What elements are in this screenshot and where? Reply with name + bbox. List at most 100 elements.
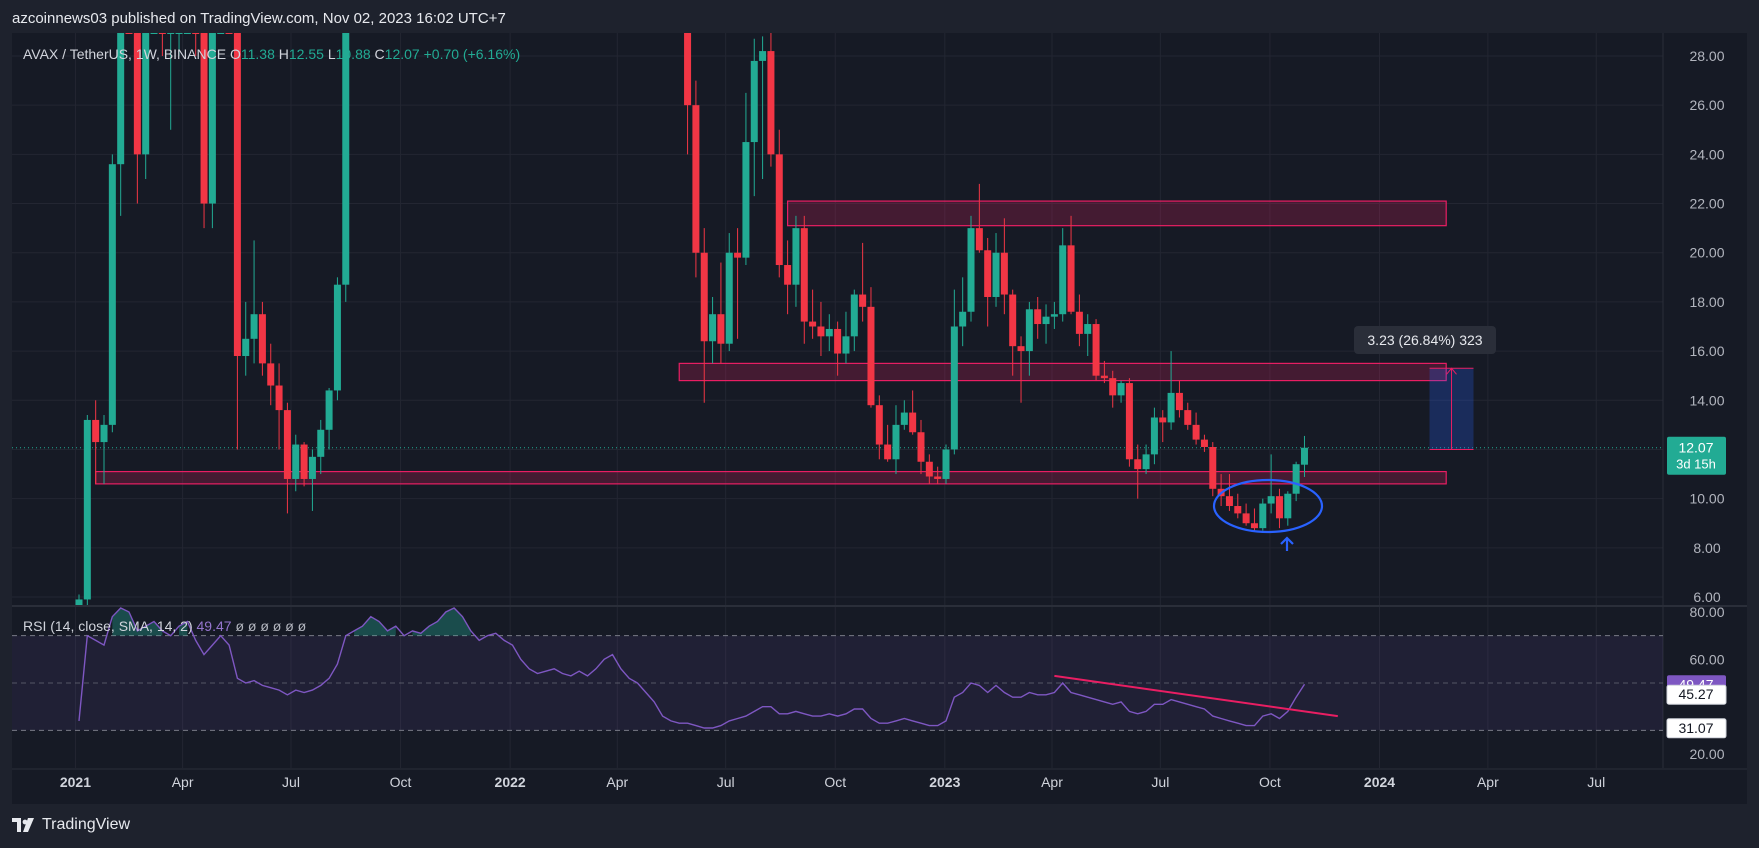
annotations (1212, 478, 1324, 551)
publisher-caption: azcoinnews03 published on TradingView.co… (12, 10, 506, 27)
price-candles (75, 33, 1308, 605)
candle-body (1192, 424, 1200, 440)
countdown-text: 3d 15h (1676, 457, 1716, 472)
grid (12, 33, 1747, 770)
candle-body (825, 328, 833, 337)
candle-body (317, 429, 325, 457)
candle-body (1275, 496, 1283, 519)
rsi-badge (1666, 718, 1727, 739)
candle-body (700, 252, 708, 342)
support-resistance-zones (95, 200, 1447, 485)
x-tick-label: Apr (172, 774, 194, 790)
x-tick-label: Apr (1477, 774, 1499, 790)
candle-body (792, 228, 800, 285)
candle-body (1300, 447, 1308, 465)
candle-body (1159, 417, 1167, 423)
candle-body (1250, 523, 1258, 529)
candle-body (75, 599, 83, 605)
rsi-label[interactable]: RSI (14, close, SMA, 14, 2) (23, 618, 193, 634)
candle-body (1142, 454, 1150, 470)
x-tick-label: Jul (1587, 774, 1605, 790)
tradingview-logo-icon (12, 818, 34, 832)
candle-body (942, 449, 950, 479)
candle-body (717, 314, 725, 344)
candle-body (283, 410, 291, 479)
candle-body (950, 326, 958, 450)
bottom-bar (0, 808, 1759, 848)
candle-body (842, 336, 850, 354)
candle-body (1267, 496, 1275, 504)
x-tick-label: Oct (824, 774, 846, 790)
candle-body (1150, 417, 1158, 455)
close-label: C (374, 46, 385, 62)
candle-body (292, 444, 300, 479)
candle-body (1209, 446, 1217, 489)
candle-body (850, 294, 858, 337)
symbol-legend: AVAX / TetherUS, 1W, BINANCE O11.38 H12.… (23, 46, 520, 62)
candle-body (83, 419, 91, 600)
high-value: 12.55 (288, 46, 324, 62)
zone-rect (787, 200, 1447, 227)
candle-body (892, 424, 900, 460)
candle-body (1259, 503, 1267, 529)
y-tick-label: 10.00 (1689, 491, 1724, 507)
x-tick-label: Jul (282, 774, 300, 790)
candle-body (684, 33, 692, 106)
rsi-legend: RSI (14, close, SMA, 14, 2) 49.47 ø ø ø … (23, 618, 306, 634)
low-value: 10.88 (335, 46, 371, 62)
y-tick-label: 16.00 (1689, 343, 1724, 359)
rsi-badge-text: 31.07 (1678, 720, 1713, 736)
candle-body (1034, 309, 1042, 325)
candle-body (1117, 383, 1125, 396)
y-tick-label: 26.00 (1689, 97, 1724, 113)
candle-body (300, 444, 308, 479)
candle-body (308, 456, 316, 479)
measure-label-box (1354, 326, 1496, 354)
candle-body (142, 33, 150, 155)
candle-body (709, 314, 717, 342)
rsi-overbought-fill (112, 608, 163, 636)
candle-body (342, 33, 350, 285)
candle-body (1234, 506, 1242, 514)
x-tick-label: Jul (1151, 774, 1169, 790)
rsi-overbought-fill (412, 608, 471, 636)
candle-body (217, 33, 225, 34)
candle-body (800, 228, 808, 322)
axes: 28.00 26.00 24.00 22.00 20.00 18.00 16.00 14.00… (60, 48, 1725, 790)
rsi-pane (12, 607, 1663, 731)
candle-body (759, 51, 767, 61)
y-tick-label: 28.00 (1689, 48, 1724, 64)
candle-body (992, 252, 1000, 297)
candle-body (817, 326, 825, 337)
rsi-y-tick-label: 60.00 (1689, 651, 1724, 667)
candle-body (900, 412, 908, 425)
rsi-overbought-fill (354, 616, 396, 636)
candle-body (133, 33, 141, 155)
candle-body (834, 328, 842, 354)
candle-body (100, 424, 108, 443)
candle-body (258, 314, 266, 364)
candle-body (183, 33, 191, 34)
close-value: 12.07 (384, 46, 420, 62)
candle-body (767, 51, 775, 155)
rsi-y-tick-label: 20.00 (1689, 746, 1724, 762)
candle-body (242, 338, 250, 357)
last-price-text: 12.07 (1678, 440, 1713, 456)
candle-body (917, 432, 925, 462)
tradingview-brand[interactable]: TradingView (12, 816, 130, 834)
price-range-measure[interactable]: 3.23 (26.84%) 323 (1354, 326, 1496, 450)
top-bar: azcoinnews03 published on TradingView.co… (0, 0, 1759, 32)
candle-body (725, 252, 733, 344)
up-arrow-icon (1280, 536, 1294, 545)
symbol-name[interactable]: AVAX / TetherUS, 1W, BINANCE (23, 46, 227, 62)
candle-body (1125, 383, 1133, 460)
y-tick-label: 14.00 (1689, 392, 1724, 408)
candle-body (1000, 252, 1008, 295)
candle-body (1042, 316, 1050, 325)
rsi-y-tick-label: 80.00 (1689, 604, 1724, 620)
candle-body (1059, 245, 1067, 315)
x-tick-label: 2024 (1364, 774, 1395, 790)
candle-body (175, 33, 183, 34)
